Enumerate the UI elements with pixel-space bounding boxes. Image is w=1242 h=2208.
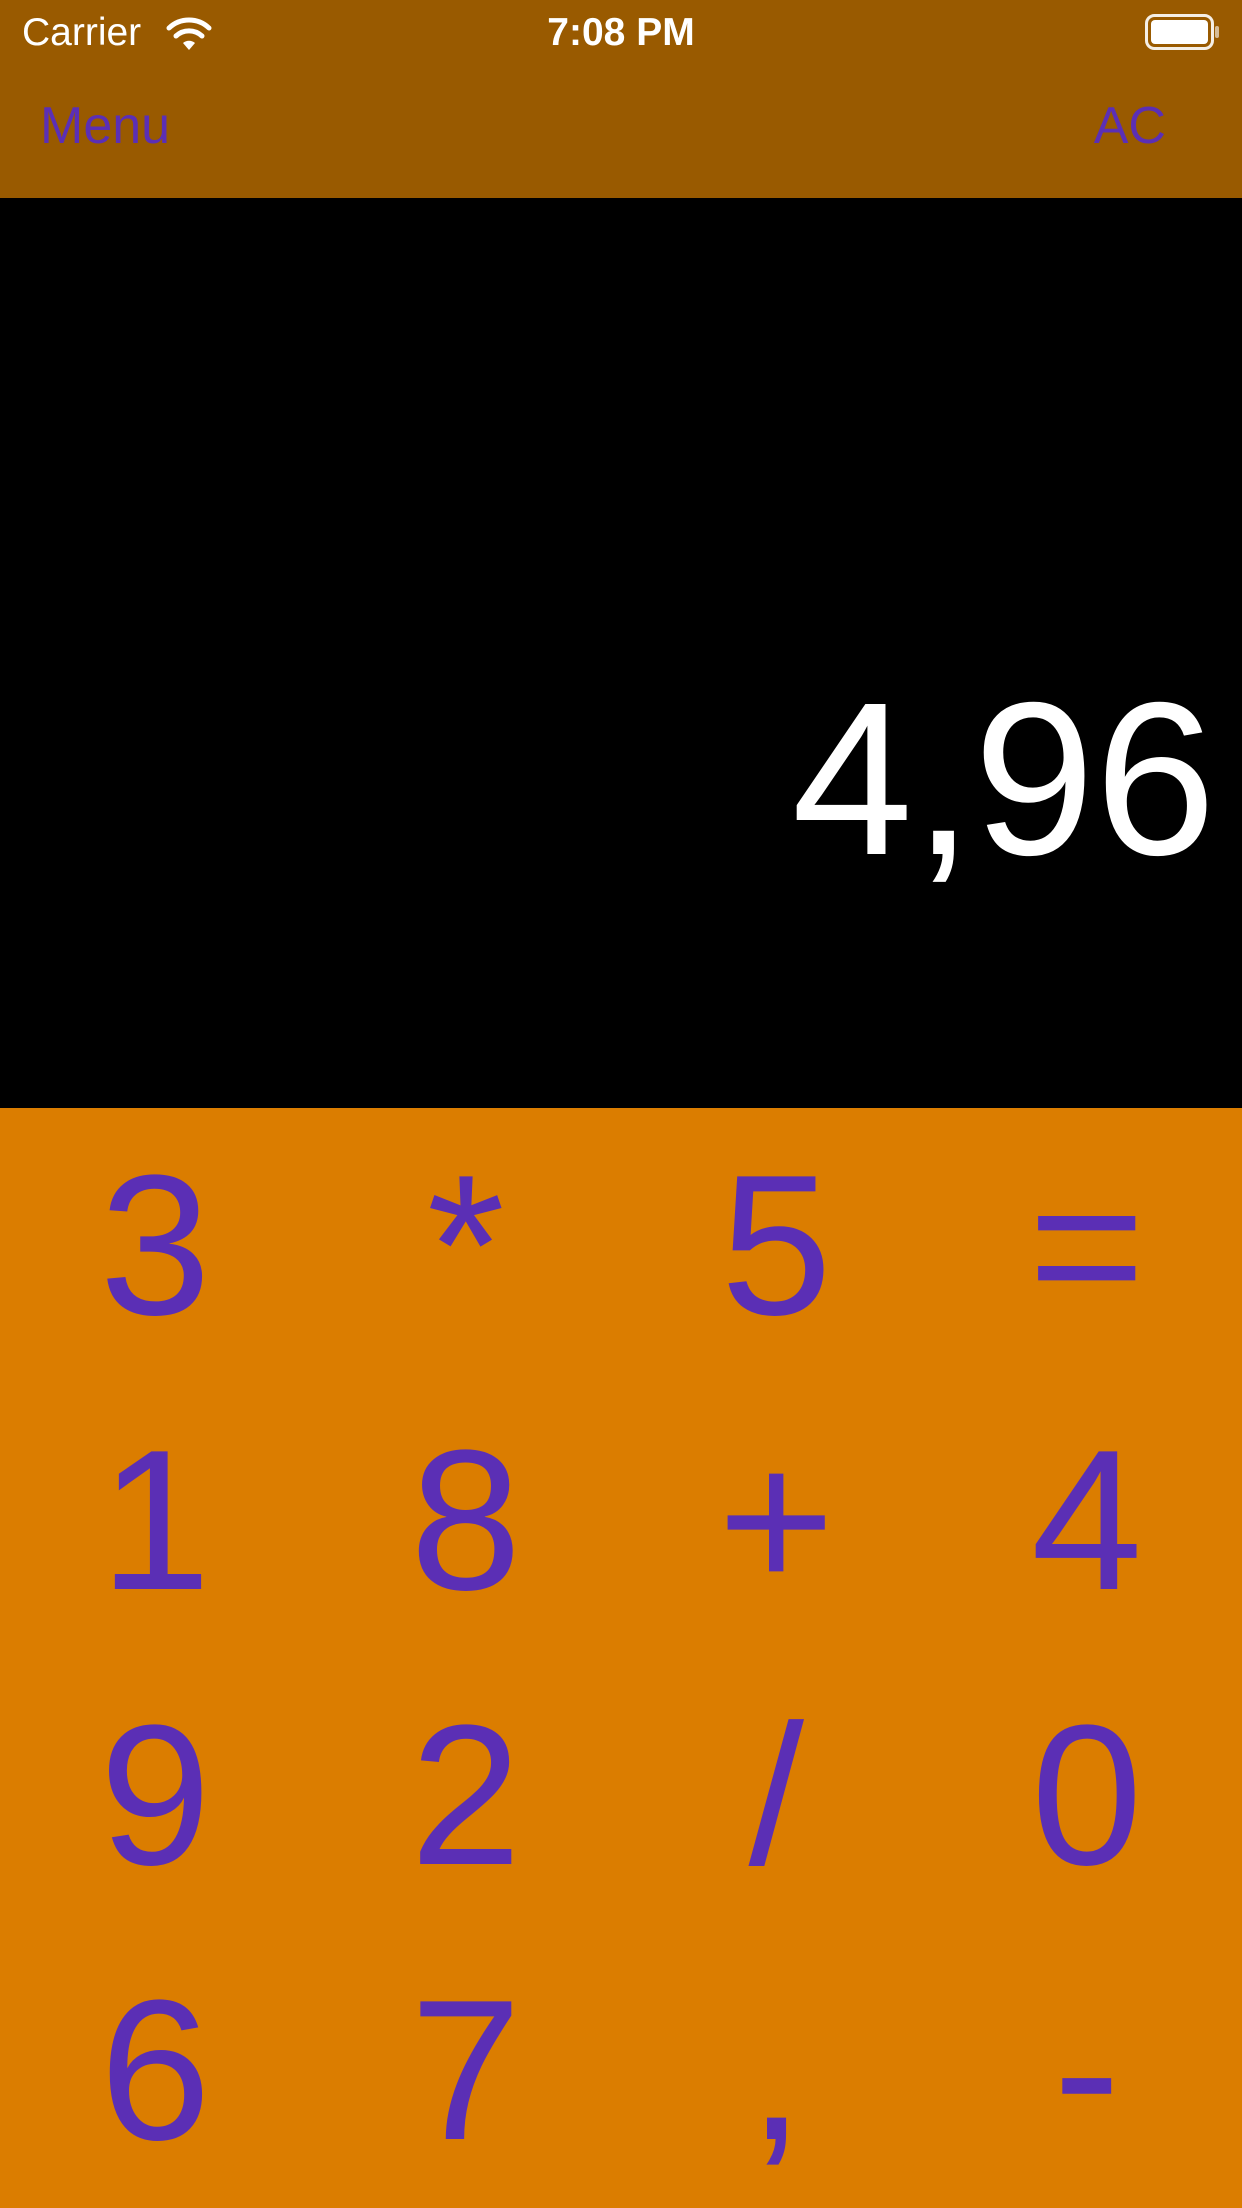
key-divide[interactable]: / [748, 1683, 805, 1907]
battery-full-icon [1145, 14, 1219, 50]
key-0[interactable]: 0 [1031, 1683, 1143, 1907]
menu-button[interactable]: Menu [40, 97, 171, 155]
key-1[interactable]: 1 [99, 1408, 211, 1632]
key-8[interactable]: 8 [410, 1408, 522, 1632]
key-4[interactable]: 4 [1031, 1408, 1143, 1632]
key-equals[interactable]: = [1028, 1133, 1146, 1357]
status-bar: Carrier 7:08 PM [0, 0, 1242, 66]
key-decimal-comma[interactable]: , [748, 1958, 805, 2182]
key-6[interactable]: 6 [99, 1958, 211, 2182]
calculator-display: 4,96 [0, 198, 1242, 1108]
keypad: 3 * 5 = 1 8 + 4 9 2 / 0 6 7 , - [0, 1108, 1242, 2208]
key-5[interactable]: 5 [720, 1133, 832, 1357]
key-multiply[interactable]: * [426, 1133, 505, 1357]
key-plus[interactable]: + [717, 1408, 835, 1632]
status-time: 7:08 PM [547, 11, 695, 54]
wifi-icon [166, 17, 212, 50]
top-bar: Carrier 7:08 PM Menu AC [0, 0, 1242, 198]
carrier-label: Carrier [22, 11, 142, 54]
key-9[interactable]: 9 [99, 1683, 211, 1907]
key-2[interactable]: 2 [410, 1683, 522, 1907]
display-value: 4,96 [791, 658, 1216, 901]
all-clear-button[interactable]: AC [1093, 97, 1166, 155]
key-3[interactable]: 3 [99, 1133, 211, 1357]
key-minus[interactable]: - [1053, 1958, 1121, 2182]
navigation-bar: Menu AC [0, 66, 1242, 198]
key-7[interactable]: 7 [410, 1958, 522, 2182]
